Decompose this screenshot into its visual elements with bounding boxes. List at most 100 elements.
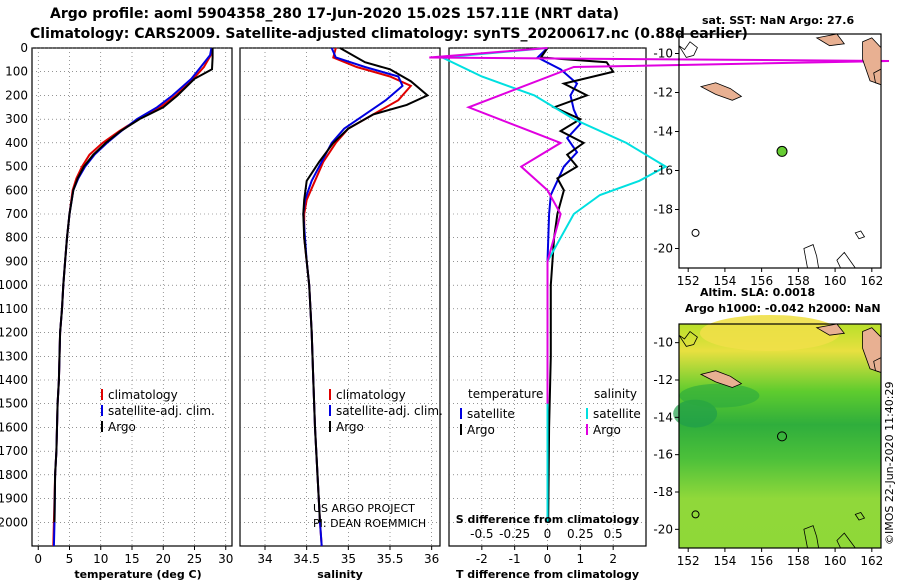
x-tick-label-difference: -2 [476,552,488,566]
reef-map-sla [691,510,700,519]
x-tick-label-temperature: 30 [218,552,233,566]
island-map-sst [803,244,820,269]
reef-map-sst [691,228,700,237]
map-x-tick-label-map-sst: 162 [860,274,883,288]
map-y-tick-label-map-sla: -12 [653,373,673,387]
title-line-2: Climatology: CARS2009. Satellite-adjuste… [30,26,748,42]
map-warm-patch-map-sla [699,314,840,351]
x-tick-label-temperature: 15 [124,552,139,566]
island-map-sst [815,33,846,47]
x-tick-label-salinity: 35.5 [377,552,404,566]
y-tick-label: 600 [5,183,28,197]
y-tick-label: 500 [5,160,28,174]
x-tick-label-salinity: 36 [424,552,439,566]
legend-label-difference: satellite [593,407,641,421]
island-map-sst [862,37,882,86]
difference-top-tick: 0.5 [604,527,623,541]
x-tick-label-temperature: 20 [156,552,171,566]
legend-label-difference: Argo [467,423,495,437]
legend-label-temperature: Argo [108,420,136,434]
legend-label-salinity: Argo [336,420,364,434]
series-temperature-Argo [53,48,214,523]
difference-top-tick: 0.25 [567,527,594,541]
y-tick-label: 1900 [0,492,28,506]
map-x-tick-label-map-sst: 158 [787,274,810,288]
x-tick-label-difference: 2 [609,552,617,566]
legend-label-temperature: satellite-adj. clim. [108,404,215,418]
y-tick-label: 100 [5,65,28,79]
map-sst-title: sat. SST: NaN Argo: 27.6 [702,14,855,27]
map-y-tick-label-map-sla: -16 [653,448,673,462]
map-x-tick-label-map-sst: 152 [677,274,700,288]
x-tick-label-temperature: 0 [34,552,42,566]
difference-top-tick: 0 [544,527,552,541]
map-y-tick-label-map-sst: -10 [653,47,673,61]
y-tick-label: 0 [20,41,28,55]
map-x-tick-label-map-sst: 156 [750,274,773,288]
x-axis-label-difference: T difference from climatology [456,568,639,580]
island-map-sla [678,330,698,347]
y-tick-label: 200 [5,88,28,102]
difference-top-tick: -0.25 [499,527,530,541]
island-map-sla [815,323,846,336]
series-difference-salinity-Argo [429,47,890,404]
island-map-sst [873,68,882,86]
y-tick-label: 300 [5,112,28,126]
map-x-tick-label-map-sla: 154 [713,554,736,568]
map-x-tick-label-map-sla: 162 [860,554,883,568]
y-tick-label: 1500 [0,397,28,411]
y-tick-label: 900 [5,254,28,268]
series-difference-temperature-Argo [539,47,615,523]
x-tick-label-salinity: 35 [341,552,356,566]
map-x-tick-label-map-sst: 160 [824,274,847,288]
series-difference-salinity-satellite [438,47,668,523]
island-map-sst [699,82,743,101]
legend-header-temperature: temperature [468,387,543,401]
y-tick-label: 1000 [0,278,28,292]
argo-position-map-sla [777,431,788,442]
map-cool-patch-map-sla [679,383,760,408]
island-map-sla [854,512,866,521]
x-tick-label-difference: 1 [577,552,585,566]
imos-credit: ©IMOS 22-Jun-2020 11:40:29 [883,381,896,545]
island-map-sst [678,41,698,58]
map-y-tick-label-map-sla: -18 [653,485,673,499]
title-line-1: Argo profile: aoml 5904358_280 17-Jun-20… [50,6,620,22]
x-tick-label-difference: -1 [509,552,521,566]
x-tick-label-temperature: 5 [66,552,74,566]
legend-label-difference: satellite [467,407,515,421]
map-y-tick-label-map-sst: -14 [653,125,673,139]
y-tick-label: 1200 [0,326,28,340]
map-x-tick-label-map-sla: 152 [677,554,700,568]
island-map-sst [854,230,866,240]
y-tick-label: 1700 [0,444,28,458]
legend-label-salinity: satellite-adj. clim. [336,404,443,418]
map-x-tick-label-map-sla: 160 [824,554,847,568]
map-y-tick-label-map-sla: -20 [653,522,673,536]
y-tick-label: 800 [5,231,28,245]
island-map-sla [803,525,820,549]
island-map-sst [836,251,857,269]
difference-top-label: S difference from climatology [456,513,640,526]
salinity-annotation: US ARGO PROJECT [313,502,415,515]
y-tick-label: 1300 [0,349,28,363]
map-y-tick-label-map-sla: -10 [653,336,673,350]
x-axis-label-salinity: salinity [317,568,363,580]
legend-header-salinity: salinity [594,387,637,401]
map-sla-title: Altim. SLA: 0.0018 [700,286,816,299]
series-salinity-Argo [302,47,430,523]
map-frame-map-sla [678,323,882,549]
map-x-tick-label-map-sla: 158 [787,554,810,568]
y-tick-label: 1100 [0,302,28,316]
salinity-annotation: PI: DEAN ROEMMICH [313,517,426,530]
legend-label-salinity: climatology [336,388,406,402]
y-tick-label: 1600 [0,420,28,434]
x-tick-label-difference: 0 [544,552,552,566]
x-tick-label-temperature: 10 [93,552,108,566]
panel-frame-salinity [239,47,441,547]
map-y-tick-label-map-sst: -18 [653,203,673,217]
x-tick-label-salinity: 34 [257,552,272,566]
map-sla-subtitle: Argo h1000: -0.042 h2000: NaN [685,302,881,315]
map-y-tick-label-map-sst: -16 [653,164,673,178]
